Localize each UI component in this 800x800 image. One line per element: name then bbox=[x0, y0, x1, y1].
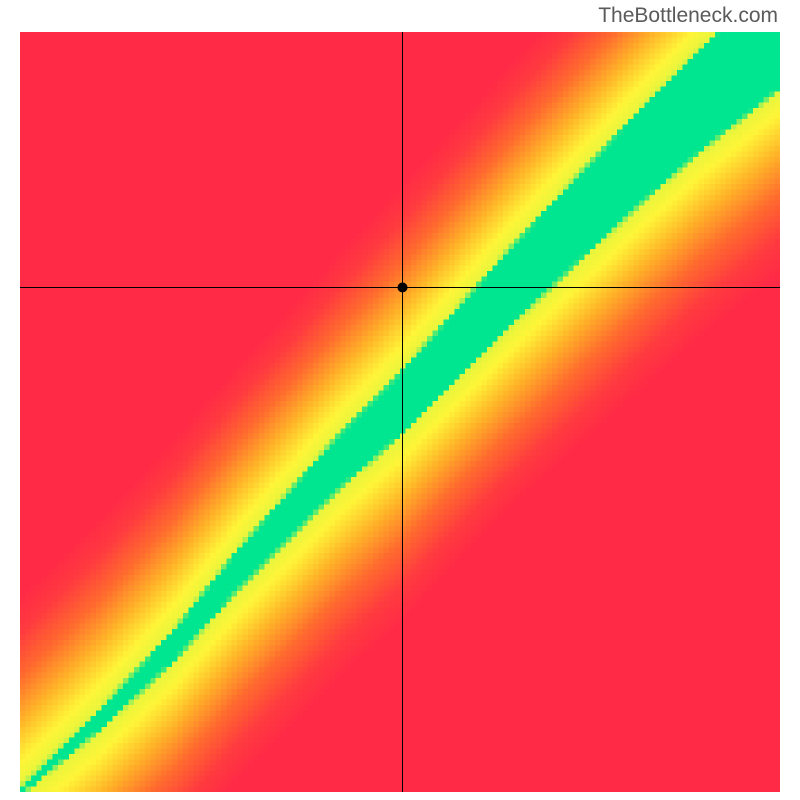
crosshair-overlay bbox=[20, 32, 780, 792]
watermark-text: TheBottleneck.com bbox=[598, 4, 778, 28]
heatmap-chart bbox=[20, 32, 780, 792]
